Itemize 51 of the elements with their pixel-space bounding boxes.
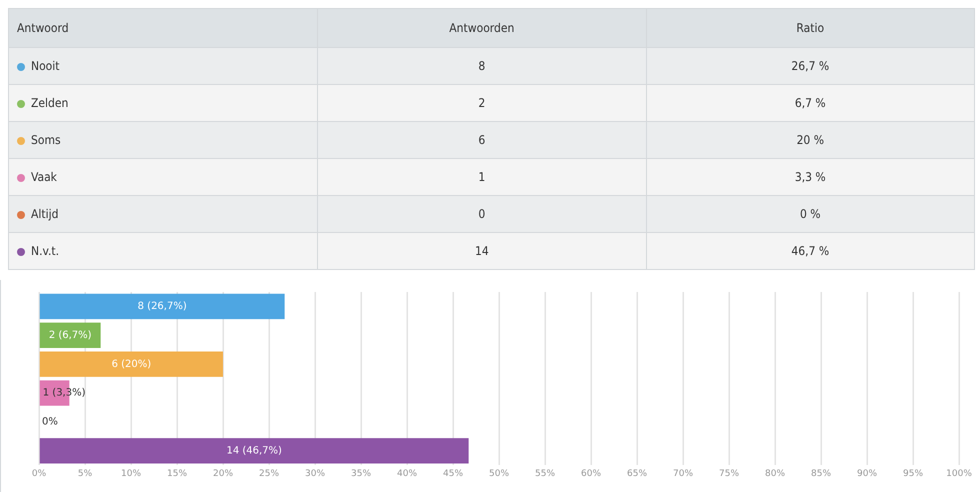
text: Ratio <box>646 8 974 48</box>
x-tick-label: 25% <box>258 468 280 479</box>
x-tick-label: 5% <box>78 468 93 479</box>
x-tick-label: 80% <box>764 468 786 479</box>
data-label: 0% <box>42 416 58 428</box>
text: 1 <box>318 158 646 196</box>
x-tick-label: 10% <box>120 468 142 479</box>
category-label: Vaak <box>31 170 57 184</box>
text: 0 <box>318 196 646 232</box>
x-tick-label: 20% <box>212 468 234 479</box>
x-tick-label: 35% <box>350 468 372 479</box>
x-tick-label: 45% <box>442 468 464 479</box>
x-tick-label: 75% <box>718 468 740 479</box>
x-tick-label: 60% <box>580 468 602 479</box>
text: 2 <box>318 84 646 122</box>
x-tick-label: 85% <box>810 468 832 479</box>
x-tick-label: 0% <box>32 468 47 479</box>
x-tick-label: 65% <box>626 468 648 479</box>
text: 6,7 % <box>646 84 974 122</box>
text: 0 % <box>646 196 974 232</box>
x-tick-label: 55% <box>534 468 556 479</box>
x-tick-label: 40% <box>396 468 418 479</box>
text: Antwoord <box>8 8 318 48</box>
text: 20 % <box>646 122 974 158</box>
category-label: Nooit <box>31 59 60 73</box>
x-tick-label: 100% <box>946 468 972 479</box>
text: Antwoorden <box>318 8 646 48</box>
bar <box>40 322 101 348</box>
bar <box>40 294 285 320</box>
bar <box>40 351 223 377</box>
x-tick-label: 70% <box>672 468 694 479</box>
category-label: Altijd <box>31 207 58 221</box>
x-tick-label: 15% <box>166 468 188 479</box>
text: 26,7 % <box>646 48 974 84</box>
category-label: Zelden <box>31 96 68 110</box>
bar <box>40 438 469 464</box>
category-label: Soms <box>31 133 61 147</box>
x-tick-label: 50% <box>488 468 510 479</box>
text: 46,7 % <box>646 232 974 270</box>
text: 14 <box>318 232 646 270</box>
data-label: 2 (6,7%) <box>48 330 92 341</box>
x-tick-label: 30% <box>304 468 326 479</box>
text: 8 <box>318 48 646 84</box>
text: 3,3 % <box>646 158 974 196</box>
x-tick-label: 90% <box>856 468 878 479</box>
data-label: 14 (46,7%) <box>226 445 282 456</box>
data-label: 6 (20%) <box>112 358 152 370</box>
category-label: N.v.t. <box>31 244 60 258</box>
data-label: 8 (26,7%) <box>138 301 187 312</box>
x-tick-label: 95% <box>902 468 924 479</box>
text: 6 <box>318 122 646 158</box>
